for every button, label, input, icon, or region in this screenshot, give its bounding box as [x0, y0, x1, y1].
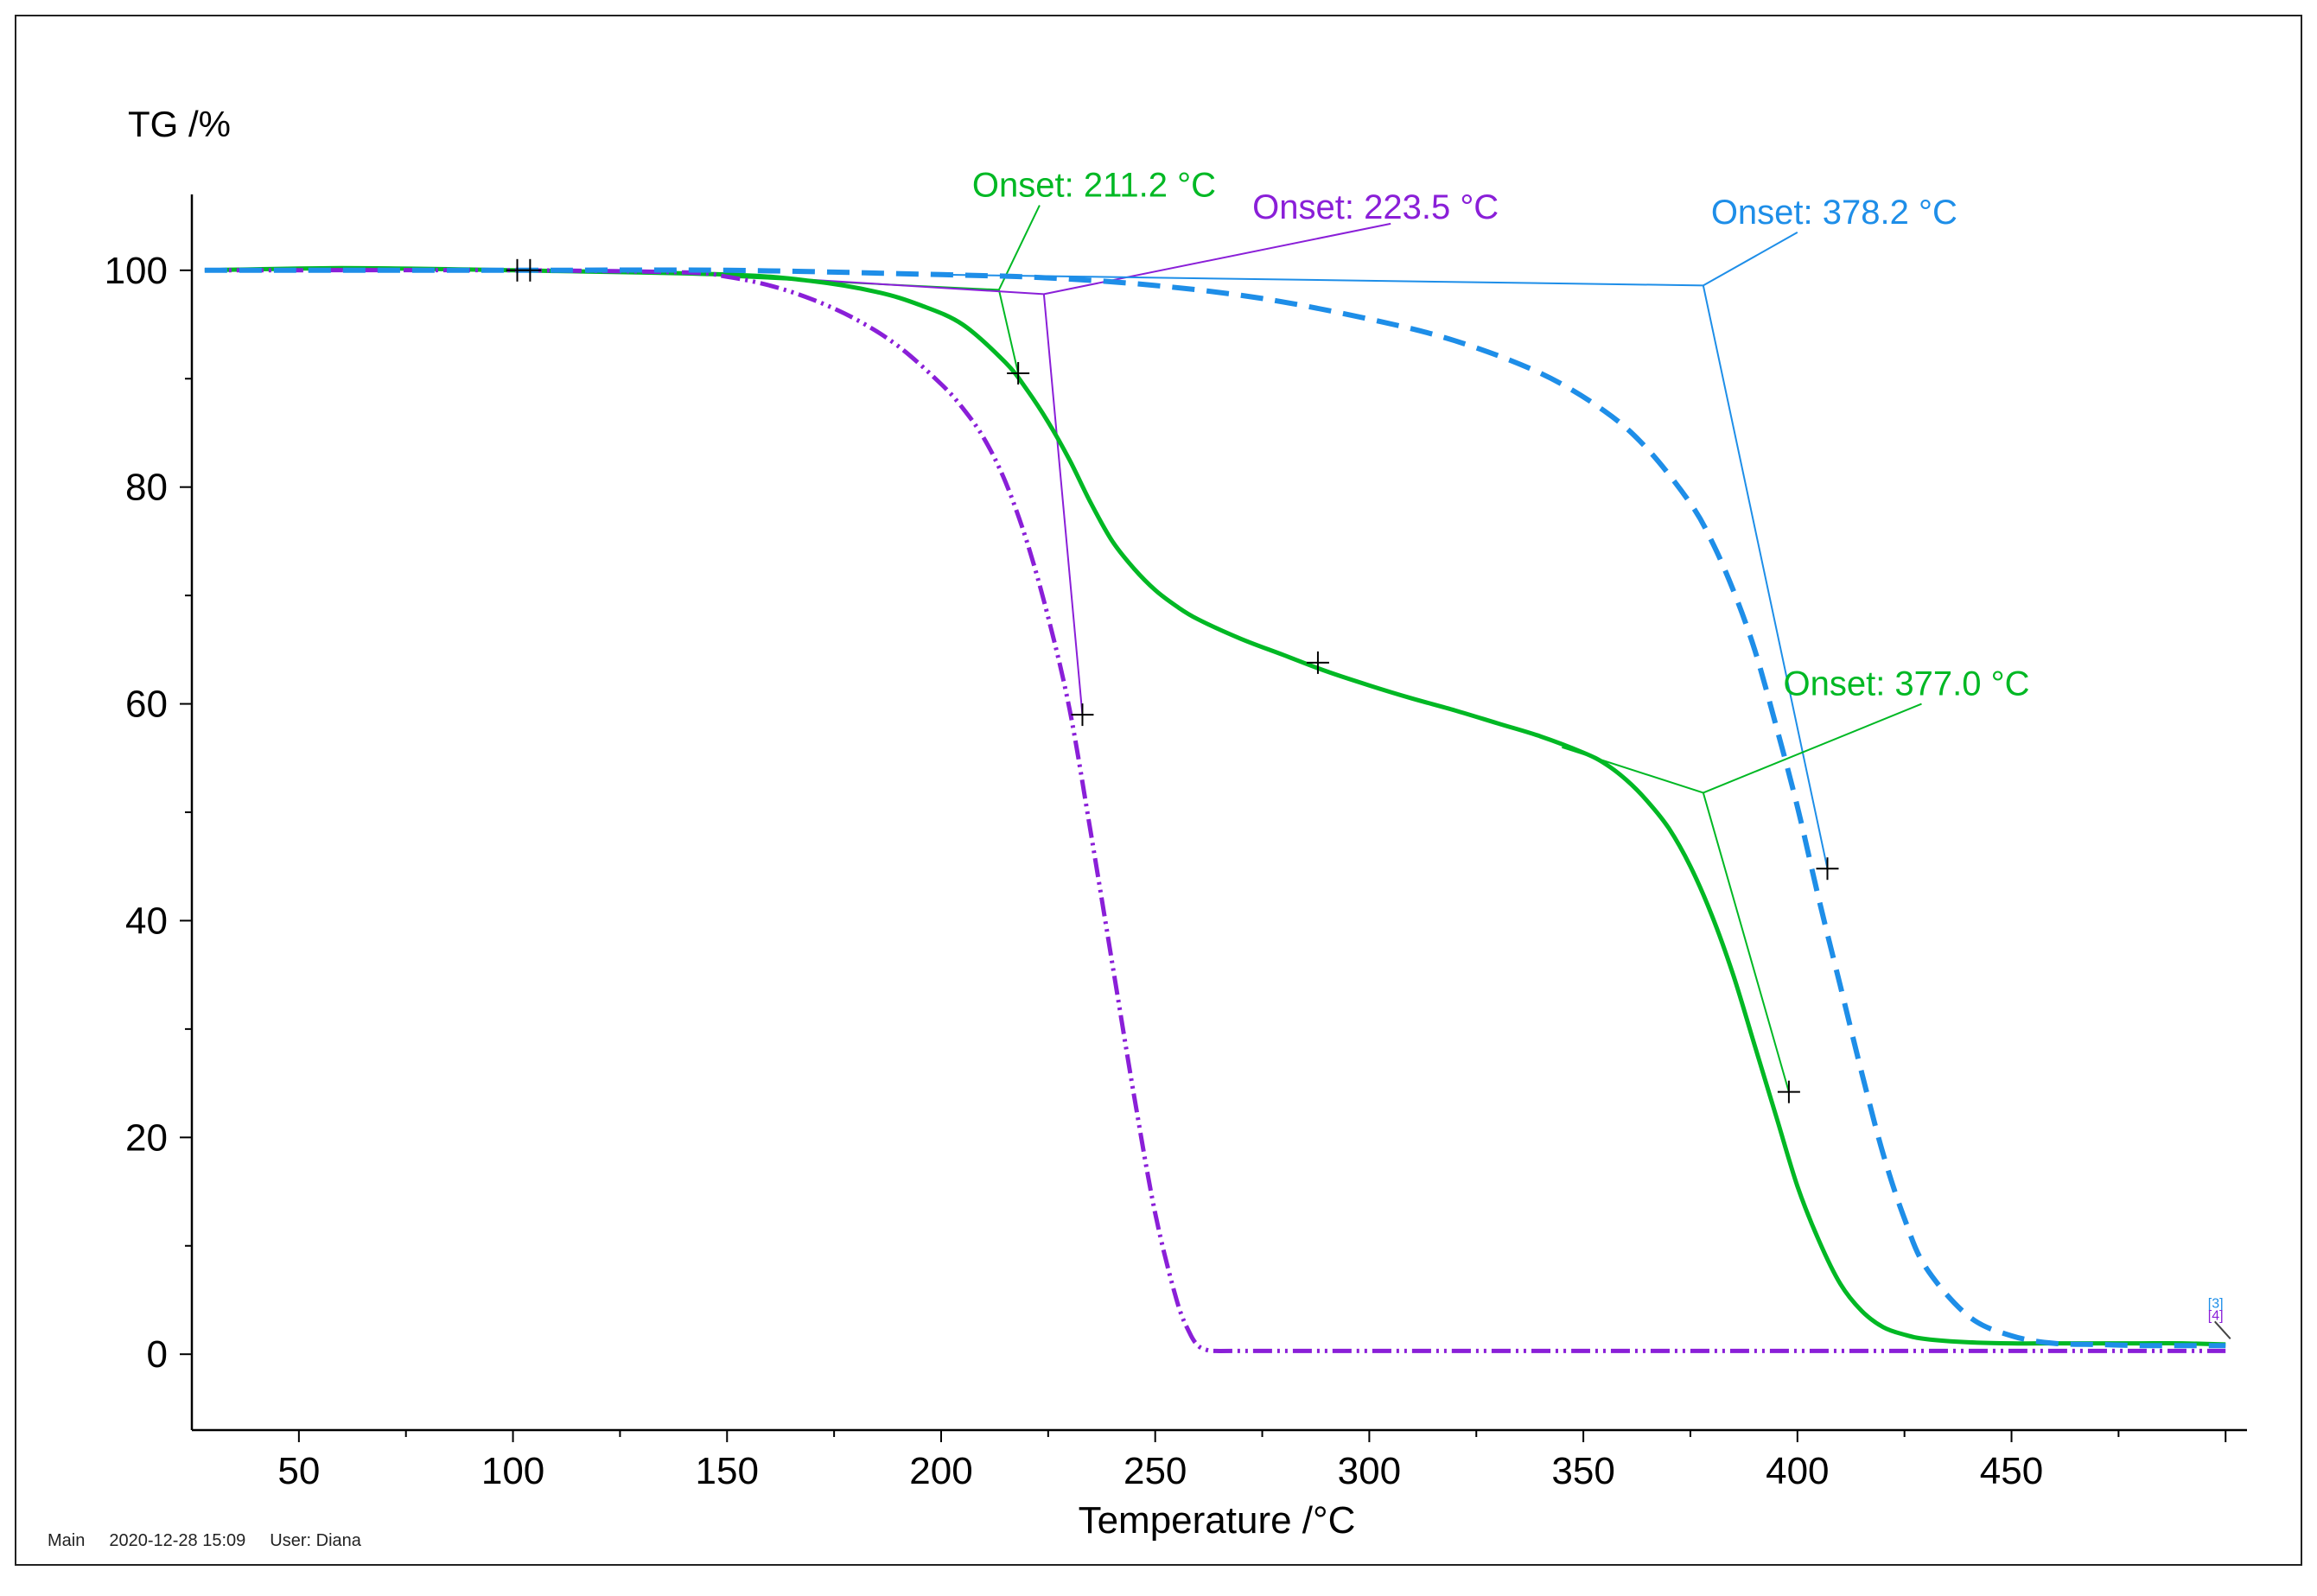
y-tick-label: 80 [125, 467, 168, 509]
data-marker [1816, 857, 1839, 881]
onset-leader-line [1043, 222, 1391, 296]
data-marker [1007, 361, 1030, 385]
markers-group [506, 258, 2231, 1339]
data-marker [1777, 1080, 1800, 1103]
footer-datetime: 2020-12-28 15:09 [109, 1531, 246, 1550]
x-ticks: 50 100 150 200 250 300 350 400 450 [277, 1430, 2227, 1492]
series-purple-dashdot [204, 268, 2226, 1353]
plot-frame [15, 15, 2302, 1566]
end-marker-label: [3] [2208, 1296, 2224, 1311]
x-tick-label: 150 [696, 1450, 759, 1492]
y-tick-label: 100 [105, 250, 168, 292]
x-tick-label: 400 [1766, 1450, 1829, 1492]
y-ticks: 0 20 40 60 80 100 [105, 250, 192, 1376]
end-marker-arrow [2214, 1320, 2231, 1339]
x-tick-label: 450 [1980, 1450, 2043, 1492]
onset-baseline-line [940, 273, 1703, 287]
series-group [204, 265, 2226, 1353]
end-marker-label: [4] [2208, 1308, 2224, 1323]
onset-tangent-line [1702, 285, 1829, 869]
x-tick-label: 250 [1123, 1450, 1187, 1492]
series-green-solid [204, 265, 2226, 1347]
onset-label: Onset: 223.5 °C [1252, 188, 1499, 226]
x-tick-label: 350 [1551, 1450, 1614, 1492]
y-tick-label: 0 [147, 1333, 168, 1376]
onset-tangent-line [1042, 294, 1084, 715]
x-tick-label: 100 [481, 1450, 544, 1492]
labels-group: Onset: 211.2 °C Onset: 223.5 °C Onset: 378… [972, 167, 2224, 1324]
footer-main: Main [48, 1531, 86, 1550]
y-tick-label: 20 [125, 1116, 168, 1159]
x-tick-label: 300 [1338, 1450, 1401, 1492]
data-marker [519, 258, 542, 282]
onset-constructions [727, 205, 1922, 1092]
axes-group: 50 100 150 200 250 300 350 400 450 0 20 40 60 80 100 [105, 194, 2247, 1492]
y-tick-label: 40 [125, 900, 168, 942]
footer-user: User: Diana [270, 1531, 361, 1550]
onset-label: Onset: 211.2 °C [972, 167, 1216, 205]
x-tick-label: 200 [909, 1450, 972, 1492]
x-axis-label: Temperature /°C [1079, 1499, 1356, 1542]
onset-tangent-line [1702, 792, 1790, 1092]
onset-label: Onset: 377.0 °C [1783, 665, 2029, 703]
onset-label: Onset: 378.2 °C [1711, 194, 1957, 232]
series-blue-dashed [204, 267, 2226, 1349]
onset-tangent-line [997, 289, 1020, 374]
data-marker [1071, 703, 1094, 727]
y-axis-label: TG /% [128, 104, 231, 144]
onset-leader-line [1703, 232, 1798, 287]
x-tick-label: 50 [277, 1450, 320, 1492]
footer-info: Main 2020-12-28 15:09 User: Diana [48, 1531, 385, 1551]
onset-leader-line [1703, 703, 1922, 794]
y-tick-label: 60 [125, 684, 168, 726]
data-marker [1306, 651, 1329, 674]
